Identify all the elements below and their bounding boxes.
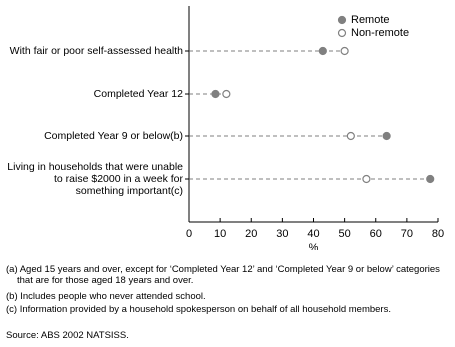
x-tick-label: 40 xyxy=(307,228,319,240)
dot xyxy=(340,46,349,56)
dot xyxy=(222,89,231,99)
footnote: (c) Information provided by a household … xyxy=(6,304,391,315)
x-tick-label: 20 xyxy=(245,228,257,240)
x-tick-label: 70 xyxy=(401,228,413,240)
dot xyxy=(318,46,327,56)
category-label: Completed Year 12 xyxy=(93,88,183,100)
x-tick-label: 60 xyxy=(370,228,382,240)
x-tick-label: 0 xyxy=(186,228,192,240)
dot xyxy=(426,174,435,184)
source: Source: ABS 2002 NATSISS. xyxy=(6,330,129,341)
category-label: Living in households that were unable to… xyxy=(7,161,183,197)
legend-label: Remote xyxy=(351,14,390,26)
x-tick-label: 80 xyxy=(432,228,444,240)
legend-label: Non-remote xyxy=(351,27,409,39)
x-tick-label: 50 xyxy=(339,228,351,240)
x-tick-label: 30 xyxy=(276,228,288,240)
category-label: With fair or poor self-assessed health xyxy=(9,45,183,57)
x-axis-label: % xyxy=(309,242,319,250)
dot xyxy=(211,89,220,99)
category-label: Completed Year 9 or below(b) xyxy=(44,130,183,142)
legend-marker xyxy=(337,15,347,25)
footnote: (a) Aged 15 years and over, except for ‘… xyxy=(6,264,440,286)
x-tick-label: 10 xyxy=(214,228,226,240)
dot xyxy=(346,131,355,141)
dot xyxy=(382,131,391,141)
footnote: (b) Includes people who never attended s… xyxy=(6,291,206,302)
dot xyxy=(362,174,371,184)
legend-marker xyxy=(337,28,347,38)
